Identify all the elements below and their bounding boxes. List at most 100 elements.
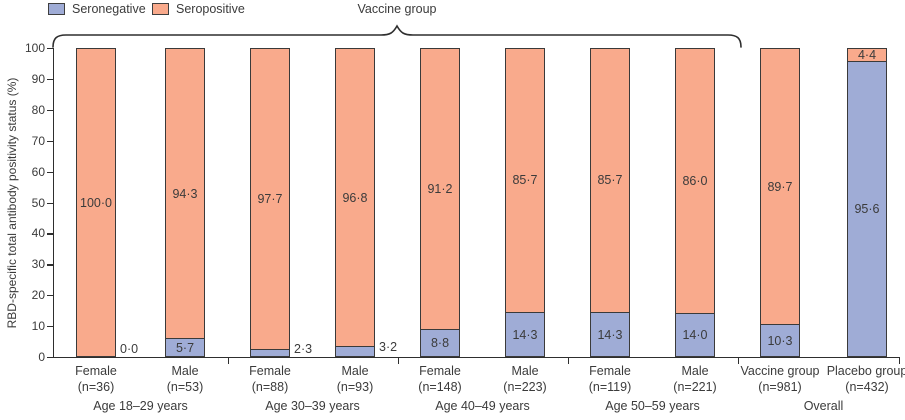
y-axis-tick-label: 90 xyxy=(31,71,45,86)
seronegative-segment xyxy=(166,338,204,356)
seropositive-value-label: 85·7 xyxy=(512,173,538,188)
y-axis-tick xyxy=(47,171,53,173)
seronegative-value-label: 8·8 xyxy=(430,336,450,351)
bar-female-0 xyxy=(76,48,116,357)
group-label: Overall xyxy=(803,399,844,413)
bar-female-2 xyxy=(250,48,290,357)
bar-category-label: Male xyxy=(511,364,539,378)
bar-male-1 xyxy=(165,48,205,357)
y-axis-tick-label: 40 xyxy=(31,226,45,241)
y-axis-tick xyxy=(47,140,53,142)
bar-category-label: Female xyxy=(75,364,117,378)
seronegative-segment xyxy=(336,346,374,356)
y-axis-tick-label: 60 xyxy=(31,164,45,179)
y-axis-tick xyxy=(47,48,53,50)
y-axis-tick xyxy=(47,295,53,297)
seronegative-value-label: 5·7 xyxy=(175,341,195,356)
y-axis-tick-label: 10 xyxy=(31,319,45,334)
bar-placebo-group-9 xyxy=(847,48,887,357)
bar-n-label: (n=432) xyxy=(845,380,889,394)
seropositive-segment xyxy=(761,49,799,325)
seropositive-swatch-icon xyxy=(152,3,169,15)
seronegative-value-label: 14·3 xyxy=(512,327,538,342)
seronegative-segment xyxy=(591,311,629,356)
y-axis-tick xyxy=(47,326,53,328)
x-axis-end-tick xyxy=(899,357,901,364)
seropositive-segment xyxy=(591,49,629,312)
bar-n-label: (n=148) xyxy=(418,380,462,394)
y-axis-tick xyxy=(47,109,53,112)
y-axis-tick-label: 100 xyxy=(24,41,45,55)
y-axis-tick-label: 70 xyxy=(31,133,45,148)
y-axis-tick-label: 0 xyxy=(38,350,45,364)
bar-category-label: Female xyxy=(249,364,291,378)
bar-category-label: Placebo group xyxy=(826,364,905,378)
group-label: Age 50–59 years xyxy=(605,399,700,413)
y-axis-tick xyxy=(47,78,53,81)
bar-n-label: (n=53) xyxy=(166,380,204,394)
bar-n-label: (n=36) xyxy=(77,380,115,394)
seropositive-value-label: 91·2 xyxy=(427,181,453,196)
seronegative-segment xyxy=(421,328,459,356)
seronegative-segment xyxy=(761,324,799,356)
seronegative-value-label: 14·0 xyxy=(682,328,708,343)
vaccine-group-brace xyxy=(52,24,742,48)
vaccine-group-brace-label: Vaccine group xyxy=(357,2,437,16)
x-axis-group-tick xyxy=(567,357,569,364)
y-axis-tick-label: 80 xyxy=(31,102,45,117)
seropositive-segment xyxy=(421,49,459,329)
seronegative-value-label: 3·2 xyxy=(379,340,398,355)
bar-n-label: (n=981) xyxy=(758,380,802,394)
bar-category-label: Male xyxy=(171,364,199,378)
seropositive-value-label: 97·7 xyxy=(257,191,283,206)
seronegative-segment xyxy=(506,311,544,356)
y-axis-tick xyxy=(47,202,53,204)
bar-n-label: (n=119) xyxy=(588,380,632,394)
seropositive-value-label: 89·7 xyxy=(767,179,793,194)
seropositive-segment xyxy=(166,49,204,339)
bar-n-label: (n=223) xyxy=(503,380,547,394)
y-axis-line xyxy=(53,48,55,358)
bar-category-label: Vaccine group xyxy=(740,364,820,378)
y-axis-tick-label: 30 xyxy=(31,257,45,272)
seronegative-value-label: 2·3 xyxy=(294,342,313,356)
bar-category-label: Female xyxy=(419,364,461,378)
bar-category-label: Male xyxy=(681,364,709,378)
seropositive-value-label: 4·4 xyxy=(857,47,877,62)
bar-n-label: (n=93) xyxy=(336,380,374,394)
legend-label-seronegative: Seronegative xyxy=(72,2,146,16)
seropositive-value-label: 94·3 xyxy=(172,186,198,201)
seropositive-value-label: 96·8 xyxy=(342,190,368,205)
group-label: Age 30–39 years xyxy=(265,399,360,413)
bar-n-label: (n=221) xyxy=(673,380,717,394)
y-axis-tick xyxy=(47,264,53,266)
y-axis-tick-label: 50 xyxy=(31,195,45,210)
bar-male-5 xyxy=(505,48,545,357)
bar-n-label: (n=88) xyxy=(251,380,289,394)
x-axis-group-tick xyxy=(737,357,739,364)
group-label: Age 18–29 years xyxy=(93,399,188,413)
seronegative-value-label: 95·6 xyxy=(854,202,880,217)
x-axis-group-tick xyxy=(397,357,399,364)
seronegative-value-label: 0·0 xyxy=(120,342,139,356)
bar-vaccine-group-8 xyxy=(760,48,800,357)
bar-category-label: Male xyxy=(341,364,369,378)
seropositive-value-label: 100·0 xyxy=(80,195,112,210)
seropositive-value-label: 86·0 xyxy=(682,173,708,188)
bar-female-6 xyxy=(590,48,630,357)
seropositive-segment xyxy=(77,49,115,356)
group-label: Age 40–49 years xyxy=(435,399,530,413)
seronegative-segment xyxy=(251,348,289,356)
seropositive-segment xyxy=(848,49,886,61)
bar-male-7 xyxy=(675,48,715,357)
seropositive-segment xyxy=(251,49,289,349)
seropositive-segment xyxy=(336,49,374,347)
y-axis-tick xyxy=(47,233,53,235)
bar-category-label: Female xyxy=(589,364,631,378)
bar-male-3 xyxy=(335,48,375,357)
seronegative-segment xyxy=(848,60,886,356)
legend-item-seropositive: Seropositive xyxy=(152,2,245,16)
seropositive-segment xyxy=(676,49,714,313)
